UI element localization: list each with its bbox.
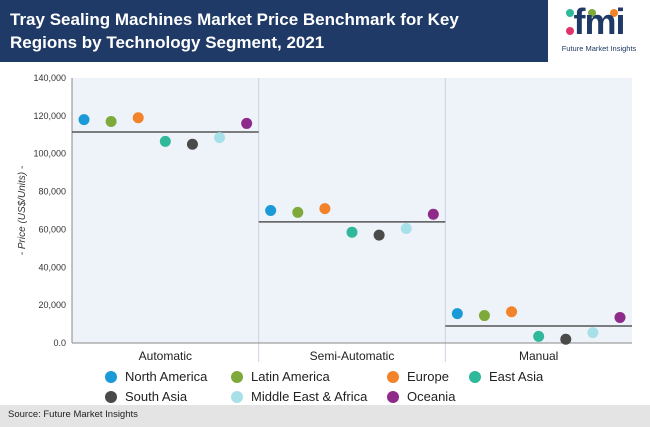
data-point (159, 135, 171, 147)
category-panel (258, 78, 446, 343)
legend-label: South Asia (125, 389, 188, 404)
data-point (533, 330, 545, 342)
legend-swatch (387, 371, 399, 383)
data-point (400, 222, 412, 234)
legend-swatch (469, 371, 481, 383)
legend-label: Middle East & Africa (251, 389, 368, 404)
data-point (132, 112, 144, 124)
data-point (319, 203, 331, 215)
legend-label: Europe (407, 369, 449, 384)
legend-label: North America (125, 369, 208, 384)
legend-label: Latin America (251, 369, 330, 384)
legend-label: Oceania (407, 389, 456, 404)
y-tick-label: 100,000 (33, 149, 66, 159)
y-tick-label: 140,000 (33, 73, 66, 83)
y-tick-label: 20,000 (38, 300, 66, 310)
data-point (186, 138, 198, 150)
data-point (478, 310, 490, 322)
legend-swatch (105, 391, 117, 403)
logo-text: fmi (573, 1, 626, 42)
category-panel (72, 78, 259, 343)
category-label: Automatic (139, 349, 192, 363)
data-point (241, 117, 253, 129)
fmi-logo: fmi Future Market Insights (548, 0, 650, 62)
source-bar: Source: Future Market Insights (0, 405, 650, 427)
data-point (105, 116, 117, 128)
y-tick-label: 0.0 (53, 338, 66, 348)
legend-swatch (387, 391, 399, 403)
y-tick-label: 40,000 (38, 262, 66, 272)
source-text: Source: Future Market Insights (8, 409, 138, 420)
logo-subtitle: Future Market Insights (561, 44, 637, 53)
legend-swatch (105, 371, 117, 383)
logo-dots (566, 4, 650, 40)
y-axis-label: - Price (US$/Units) - (17, 165, 28, 255)
y-tick-label: 80,000 (38, 187, 66, 197)
data-point (292, 206, 304, 218)
chart-title: Tray Sealing Machines Market Price Bench… (10, 10, 459, 52)
y-tick-label: 60,000 (38, 224, 66, 234)
data-point (560, 333, 572, 345)
legend-swatch (231, 371, 243, 383)
data-point (346, 226, 358, 238)
legend-label: East Asia (489, 369, 544, 384)
data-point (451, 308, 463, 320)
header-banner: Tray Sealing Machines Market Price Bench… (0, 0, 650, 62)
legend-swatch (231, 391, 243, 403)
data-point (214, 132, 226, 144)
data-point (427, 208, 439, 220)
category-label: Manual (519, 349, 558, 363)
category-panel (445, 78, 632, 343)
data-point (78, 114, 90, 126)
y-tick-label: 120,000 (33, 111, 66, 121)
price-benchmark-chart: 0.0 20,000 40,000 60,000 80,000 100,000 120,00… (17, 73, 632, 363)
data-point (373, 229, 385, 241)
data-point (265, 205, 277, 216)
data-point (614, 311, 626, 323)
data-point (587, 327, 599, 339)
category-label: Semi-Automatic (310, 349, 395, 363)
chart-area: 0.0 20,000 40,000 60,000 80,000 100,000 120,00… (0, 62, 650, 372)
data-point (506, 306, 518, 318)
